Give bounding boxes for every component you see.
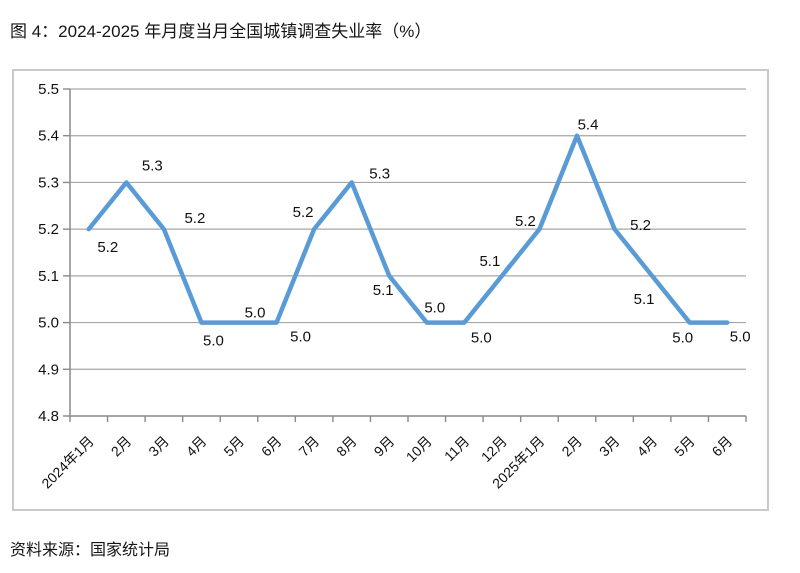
source-note: 资料来源：国家统计局 (10, 542, 171, 559)
data-label: 5.0 (471, 330, 492, 347)
y-tick-label: 5.0 (38, 315, 59, 332)
data-label: 5.2 (97, 239, 118, 256)
data-label: 5.3 (142, 157, 163, 174)
data-label: 5.0 (245, 305, 266, 322)
x-tick-label: 5月 (671, 433, 698, 460)
figure-title: 图 4：2024-2025 年月度当月全国城镇调查失业率（%） (10, 22, 432, 41)
x-tick-label: 3月 (145, 433, 172, 460)
data-label: 5.0 (424, 300, 445, 317)
x-tick-label: 5月 (220, 433, 247, 460)
y-tick-label: 5.2 (38, 221, 59, 238)
data-label: 5.1 (634, 291, 655, 308)
series-line (86, 133, 730, 325)
data-label: 5.2 (515, 213, 536, 230)
data-label: 5.0 (672, 330, 693, 347)
x-tick-label: 8月 (333, 433, 360, 460)
x-tick-label: 6月 (709, 433, 736, 460)
data-label: 5.3 (369, 165, 390, 182)
chart-svg: 4.8 4.9 5.0 5.1 5.2 5.3 5.4 5.5 2024年1月 2月 3月 4月 5月 6… (38, 81, 751, 492)
data-label: 5.0 (203, 333, 224, 350)
data-label: 5.2 (184, 210, 205, 227)
x-tick-label: 2月 (558, 433, 585, 460)
y-tick-label: 4.8 (38, 408, 59, 425)
x-tick-label: 10月 (403, 433, 435, 465)
data-label: 5.0 (290, 329, 311, 346)
x-tick-label: 11月 (441, 433, 472, 464)
x-tick-label: 4月 (183, 433, 210, 460)
chart-area: 4.8 4.9 5.0 5.1 5.2 5.3 5.4 5.5 2024年1月 2月 3月 4月 5月 6… (12, 69, 769, 511)
y-tick-label: 5.4 (38, 128, 59, 145)
x-tick-label: 7月 (296, 433, 323, 460)
y-tick-label: 5.1 (38, 268, 59, 285)
data-label: 5.4 (578, 117, 599, 134)
x-tick-label: 12月 (478, 433, 510, 465)
x-tick-label: 3月 (596, 433, 623, 460)
data-label: 5.2 (293, 204, 314, 221)
data-label: 5.1 (373, 282, 394, 299)
data-label: 5.2 (630, 217, 651, 234)
x-tick-label: 9月 (371, 433, 398, 460)
x-tick-label: 4月 (634, 433, 661, 460)
data-label: 5.0 (730, 329, 751, 346)
data-label: 5.1 (479, 253, 500, 270)
x-tick-label: 6月 (258, 433, 285, 460)
y-tick-label: 5.5 (38, 81, 59, 98)
y-tick-label: 5.3 (38, 174, 59, 191)
y-tick-label: 4.9 (38, 361, 59, 378)
x-tick-label: 2024年1月 (38, 433, 97, 492)
x-tick-label: 2月 (108, 433, 135, 460)
